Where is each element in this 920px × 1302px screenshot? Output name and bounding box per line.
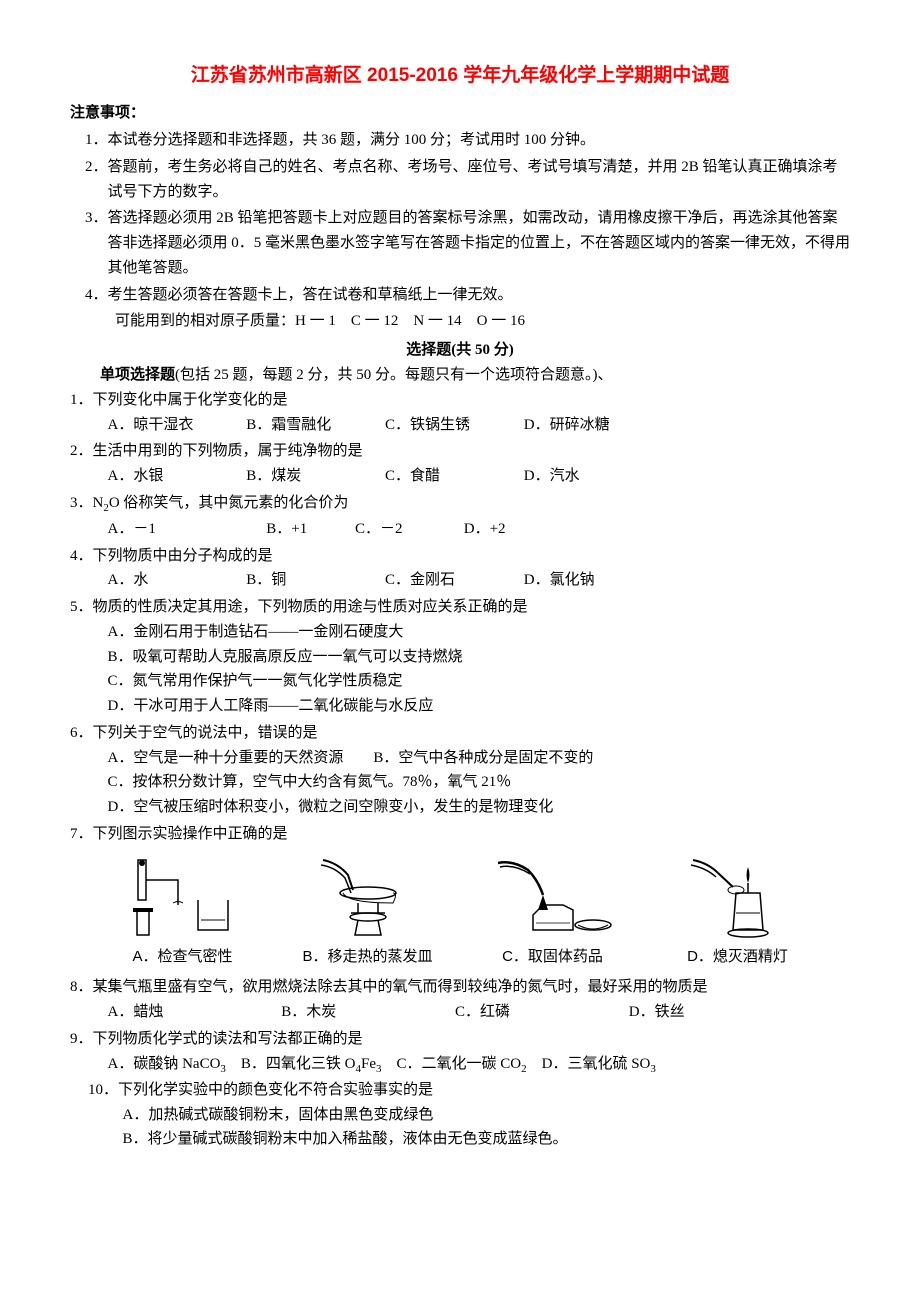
option-a: A．蜡烛: [108, 1000, 278, 1025]
option-b: B．吸氧可帮助人克服高原反应一一氧气可以支持燃烧: [70, 645, 850, 670]
figure-c-icon: [468, 853, 638, 943]
notice-item: 4．考生答题必须答在答题卡上，答在试卷和草稿纸上一律无效。: [70, 283, 850, 308]
option-c: C．红磷: [455, 1000, 625, 1025]
question-stem: 8．某集气瓶里盛有空气，欲用燃烧法除去其中的氧气而得到较纯净的氮气时，最好采用的…: [70, 975, 850, 1000]
option-b: B．+1: [266, 517, 351, 542]
option-d: D．干冰可用于人工降雨——二氧化碳能与水反应: [70, 694, 850, 719]
options-line: A．碳酸钠 NaCO3 B．四氧化三铁 O4Fe3 C．二氧化一碳 CO2 D．…: [70, 1052, 850, 1078]
option-c: C．铁锅生锈: [385, 413, 520, 438]
question-stem: 9．下列物质化学式的读法和写法都正确的是: [70, 1027, 850, 1052]
question-10-stem: 10．下列化学实验中的颜色变化不符合实验事实的是: [70, 1078, 850, 1103]
option-b: B．将少量碱式碳酸铜粉末中加入稀盐酸，液体由无色变成蓝绿色。: [70, 1127, 850, 1152]
option-c: C．按体积分数计算，空气中大约含有氮气。78％，氧气 21％: [70, 770, 850, 795]
option-d: D．+2: [464, 521, 506, 537]
section-desc: 单项选择题(包括 25 题，每题 2 分，共 50 分。每题只有一个选项符合题意…: [70, 363, 850, 388]
question-7: 7．下列图示实验操作中正确的是: [70, 822, 850, 974]
figure-b-icon: [283, 853, 453, 943]
figure-label-d: D．熄灭酒精灯: [653, 945, 823, 970]
page-title: 江苏省苏州市高新区 2015-2016 学年九年级化学上学期期中试题: [70, 60, 850, 87]
figure-label-c: C．取固体药品: [468, 945, 638, 970]
figure-label-a: A．检查气密性: [98, 945, 268, 970]
question-stem: 5．物质的性质决定其用途，下列物质的用途与性质对应关系正确的是: [70, 595, 850, 620]
atomic-mass-note: 可能用到的相对原子质量：H 一 1 C 一 12 N 一 14 O 一 16: [70, 309, 850, 334]
question-stem: 2．生活中用到的下列物质，属于纯净物的是: [70, 439, 850, 464]
option-a: A．－1: [108, 517, 263, 542]
option-a: A．晾干湿衣: [108, 413, 243, 438]
option-b: B．铜: [246, 568, 381, 593]
notice-item: 3．答选择题必须用 2B 铅笔把答题卡上对应题目的答案标号涂黑，如需改动，请用橡…: [70, 206, 850, 280]
question-5: 5．物质的性质决定其用途，下列物质的用途与性质对应关系正确的是 A．金刚石用于制…: [70, 595, 850, 719]
question-stem: 3．N2O 俗称笑气，其中氮元素的化合价为: [70, 491, 850, 517]
option-d: D．氯化钠: [524, 568, 659, 593]
option-b: B．木炭: [281, 1000, 451, 1025]
question-stem: 7．下列图示实验操作中正确的是: [70, 822, 850, 847]
notice-header: 注意事项：: [70, 101, 850, 122]
question-4: 4．下列物质中由分子构成的是 A．水 B．铜 C．金刚石 D．氯化钠: [70, 544, 850, 594]
option-b: B．霜雪融化: [246, 413, 381, 438]
option-d: D．空气被压缩时体积变小，微粒之间空隙变小，发生的是物理变化: [70, 795, 850, 820]
option-a: A．加热碱式碳酸铜粉末，固体由黑色变成绿色: [70, 1103, 850, 1128]
option-c: C．－2: [355, 517, 460, 542]
question-stem: 4．下列物质中由分子构成的是: [70, 544, 850, 569]
question-1: 1．下列变化中属于化学变化的是 A．晾干湿衣 B．霜雪融化 C．铁锅生锈 D．研…: [70, 388, 850, 438]
notice-item: 1．本试卷分选择题和非选择题，共 36 题，满分 100 分；考试用时 100 …: [70, 128, 850, 153]
question-6: 6．下列关于空气的说法中，错误的是 A．空气是一种十分重要的天然资源 B．空气中…: [70, 721, 850, 820]
question-stem: 1．下列变化中属于化学变化的是: [70, 388, 850, 413]
question-stem: 6．下列关于空气的说法中，错误的是: [70, 721, 850, 746]
option-a: A．水: [108, 568, 243, 593]
figure-row: [70, 847, 850, 945]
section-title: 选择题(共 50 分): [70, 338, 850, 359]
option-d: D．汽水: [524, 464, 659, 489]
option-a: A．水银: [108, 464, 243, 489]
option-c: C．金刚石: [385, 568, 520, 593]
option-ab: A．空气是一种十分重要的天然资源 B．空气中各种成分是固定不变的: [70, 746, 850, 771]
question-2: 2．生活中用到的下列物质，属于纯净物的是 A．水银 B．煤炭 C．食醋 D．汽水: [70, 439, 850, 489]
figure-label-b: B．移走热的蒸发皿: [283, 945, 453, 970]
figure-d-icon: [653, 853, 823, 943]
notice-item: 2．答题前，考生务必将自己的姓名、考点名称、考场号、座位号、考试号填写清楚，并用…: [70, 155, 850, 205]
figure-a-icon: [98, 853, 268, 943]
question-9: 9．下列物质化学式的读法和写法都正确的是 A．碳酸钠 NaCO3 B．四氧化三铁…: [70, 1027, 850, 1152]
question-8: 8．某集气瓶里盛有空气，欲用燃烧法除去其中的氧气而得到较纯净的氮气时，最好采用的…: [70, 975, 850, 1025]
option-c: C．食醋: [385, 464, 520, 489]
question-3: 3．N2O 俗称笑气，其中氮元素的化合价为 A．－1 B．+1 C．－2 D．+…: [70, 491, 850, 542]
option-a: A．金刚石用于制造钻石——一金刚石硬度大: [70, 620, 850, 645]
option-d: D．铁丝: [629, 1004, 685, 1020]
option-d: D．研碎冰糖: [524, 413, 659, 438]
option-b: B．煤炭: [246, 464, 381, 489]
option-c: C．氮气常用作保护气一一氮气化学性质稳定: [70, 669, 850, 694]
